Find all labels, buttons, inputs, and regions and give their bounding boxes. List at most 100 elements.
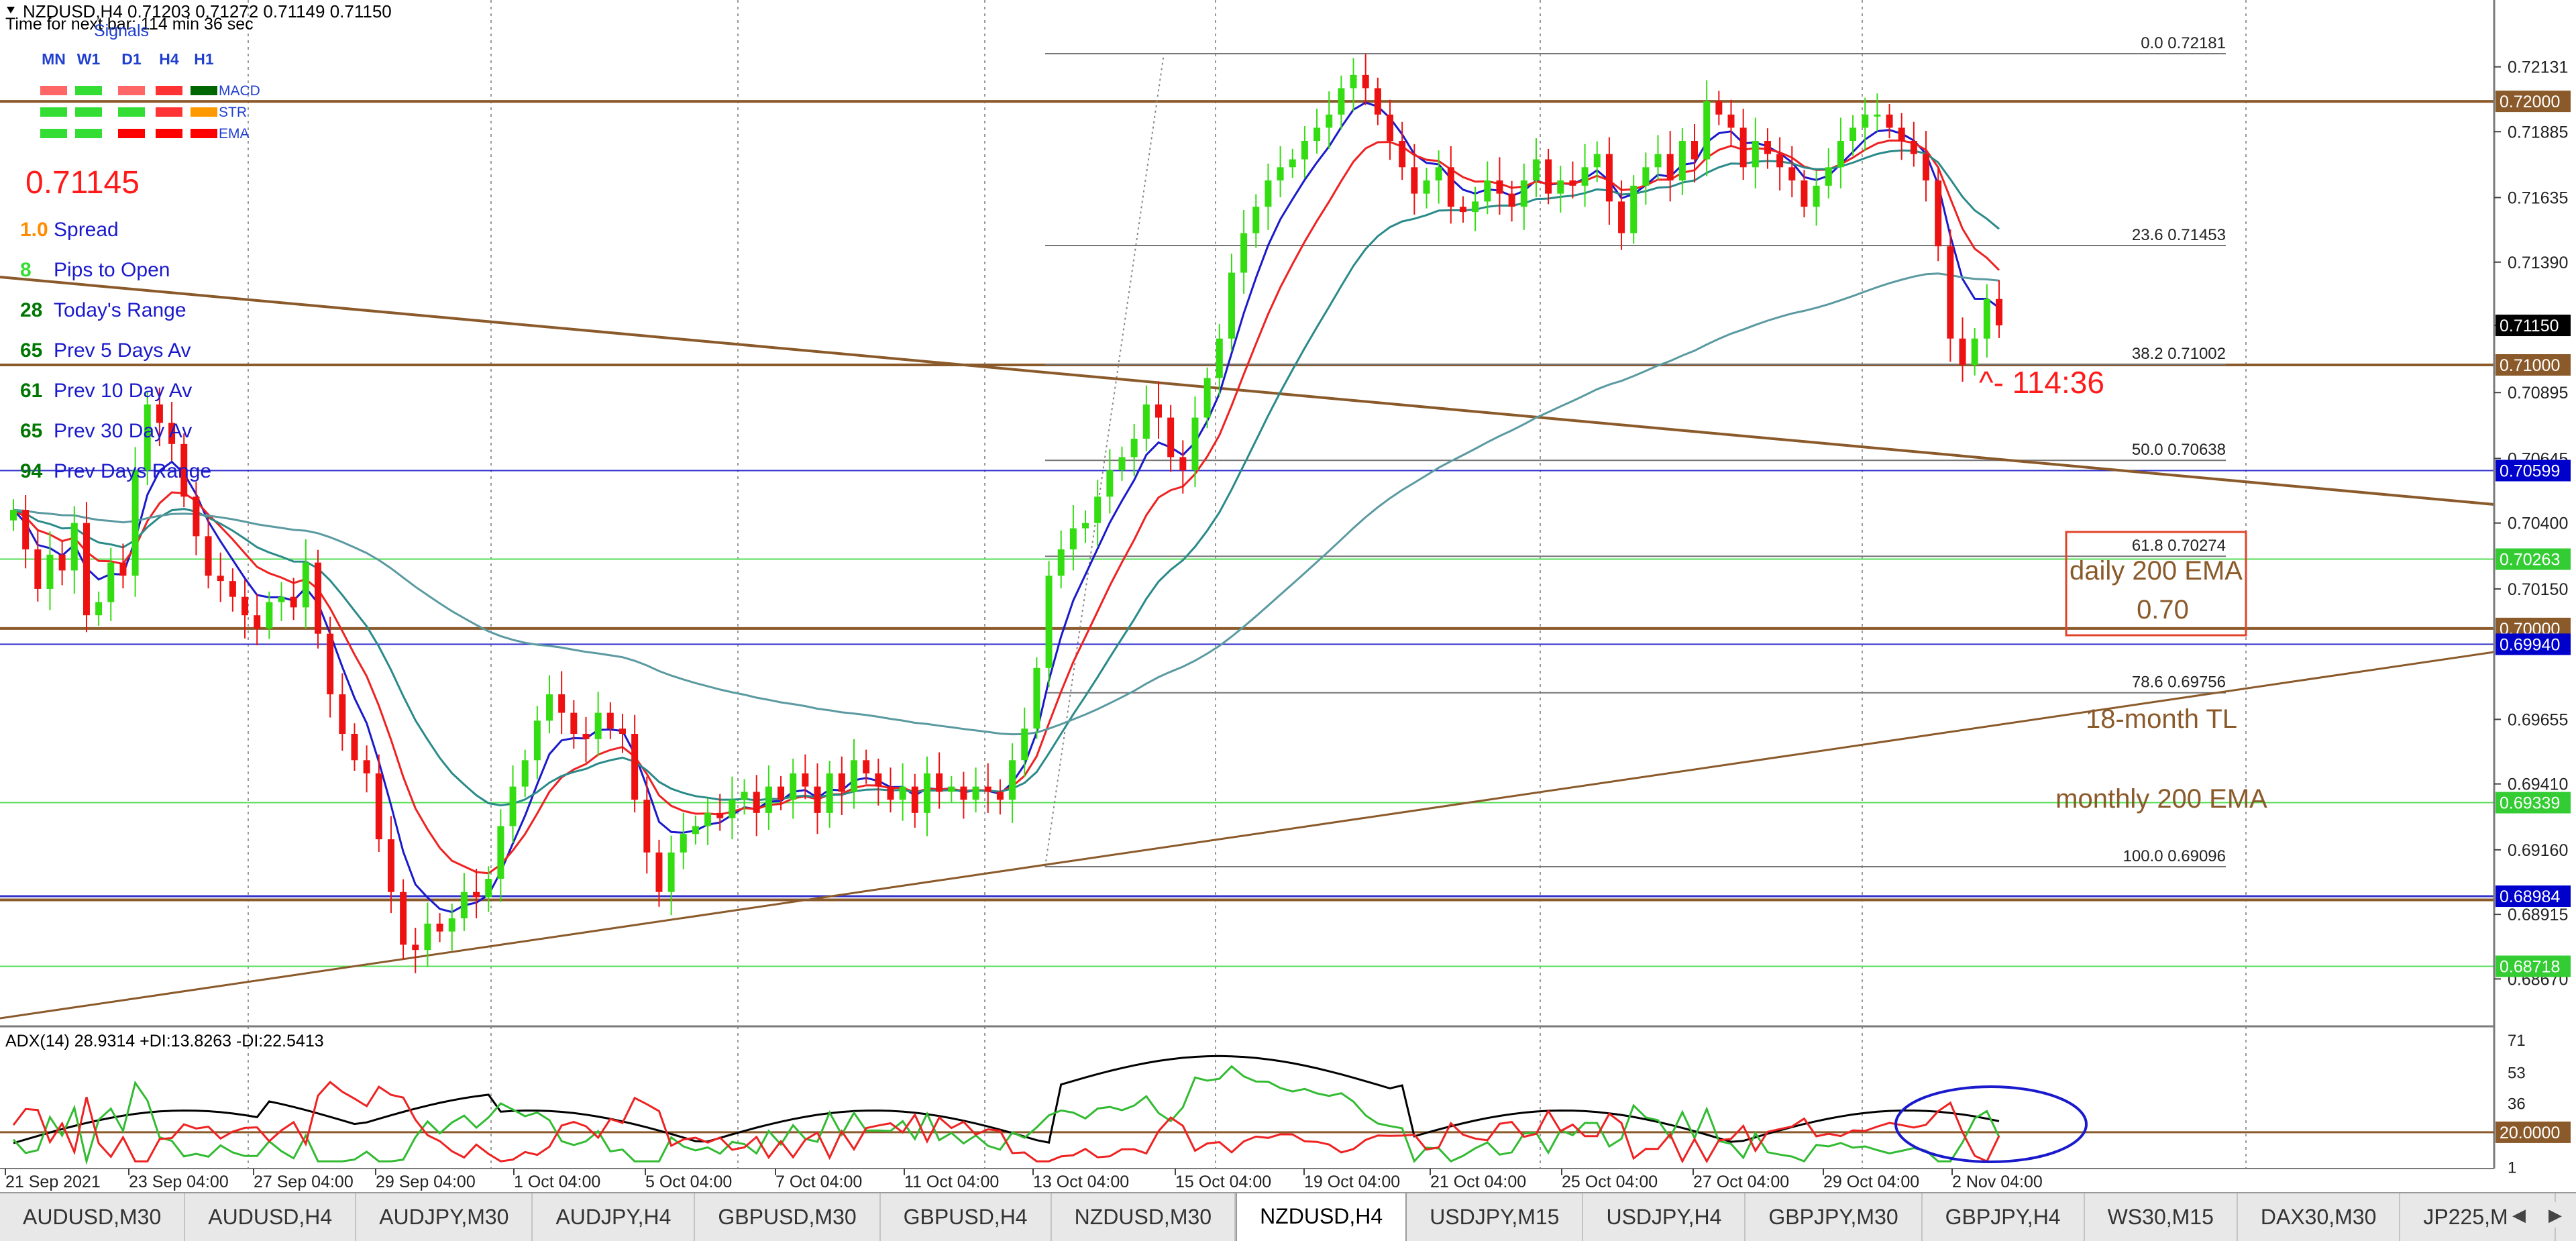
time-tick-label: 21 Oct 04:00 bbox=[1430, 1173, 1526, 1191]
time-tick-label: 5 Oct 04:00 bbox=[645, 1173, 732, 1191]
candle-body bbox=[1849, 127, 1857, 142]
candle-body bbox=[509, 786, 517, 826]
signal-cell bbox=[156, 107, 182, 117]
candle-body bbox=[180, 443, 188, 497]
candle-body bbox=[1447, 167, 1454, 207]
candle-body bbox=[1654, 154, 1662, 168]
signal-cell bbox=[191, 107, 217, 117]
descending-trendline bbox=[0, 276, 2494, 506]
stats-panel: 1.0 Spread 8 Pips to Open 28 Today's Range 65 P… bbox=[20, 219, 211, 482]
daily-ema-label: daily 200 EMA bbox=[2070, 556, 2243, 586]
candle-body bbox=[1496, 180, 1503, 194]
timeframe-label: W1 bbox=[77, 50, 101, 68]
price-tick-label: 0.70400 bbox=[2508, 515, 2568, 533]
candle-body bbox=[241, 596, 249, 616]
candle-body bbox=[1898, 127, 1905, 142]
price-tick-label: 0.72131 bbox=[2508, 58, 2568, 77]
candle-body bbox=[1009, 760, 1016, 800]
chart-tab[interactable]: USDJPY,M15 bbox=[1407, 1193, 1584, 1241]
tabs-left-arrow-icon[interactable]: ◀ bbox=[2506, 1202, 2532, 1228]
chart-tab[interactable]: USDJPY,H4 bbox=[1583, 1193, 1746, 1241]
chart-tab[interactable]: NZDUSD,H4 bbox=[1236, 1193, 1407, 1241]
stat-value: 61 bbox=[20, 380, 42, 402]
time-tick-label: 1 Oct 04:00 bbox=[514, 1173, 600, 1191]
collapse-triangle-icon[interactable] bbox=[7, 7, 15, 13]
chart-tab[interactable]: GBPUSD,M30 bbox=[695, 1193, 881, 1241]
candle-body bbox=[1678, 141, 1686, 180]
stat-value: 65 bbox=[20, 420, 42, 442]
candle-body bbox=[1703, 101, 1711, 160]
chart-tab[interactable]: AUDJPY,M30 bbox=[356, 1193, 533, 1241]
candle-body bbox=[1374, 88, 1381, 115]
candle-body bbox=[1630, 185, 1638, 233]
candle-body bbox=[375, 773, 382, 840]
timeframe-label: H4 bbox=[159, 50, 179, 68]
candle-body bbox=[400, 892, 407, 945]
price-axis: 0.72131 0.71885 0.71635 0.71390 0.71150 0.708… bbox=[2494, 58, 2571, 989]
candle-body bbox=[887, 786, 894, 800]
candle-body bbox=[1203, 378, 1211, 418]
next-bar-timer: Time for next bar: 114 min 36 sec bbox=[5, 15, 254, 34]
candle-body bbox=[1021, 729, 1028, 761]
candle-body bbox=[1532, 159, 1540, 180]
candle-body bbox=[570, 712, 578, 734]
price-marker-label: 0.70599 bbox=[2500, 462, 2560, 481]
chart-tab[interactable]: GBPJPY,M30 bbox=[1746, 1193, 1923, 1241]
signal-cell bbox=[75, 107, 102, 117]
chart-tab[interactable]: GBPUSD,H4 bbox=[881, 1193, 1052, 1241]
adx-level-marker bbox=[2496, 1121, 2571, 1143]
candle-body bbox=[363, 760, 370, 773]
signal-cell bbox=[40, 86, 67, 95]
candle-body bbox=[387, 839, 394, 892]
candle-body bbox=[619, 729, 626, 734]
candle-body bbox=[1971, 338, 1978, 365]
chart-tab[interactable]: GBPJPY,H4 bbox=[1923, 1193, 2085, 1241]
candle-body bbox=[254, 615, 261, 629]
candle-body bbox=[327, 633, 334, 695]
chart-tab[interactable]: NZDUSD,M30 bbox=[1052, 1193, 1236, 1241]
signals-panel: MN W1 D1 H4 H1 MACD STR EMA bbox=[40, 50, 260, 142]
chart-tab[interactable]: WS30,M15 bbox=[2085, 1193, 2238, 1241]
price-chart[interactable]: 0.0 0.72181 23.6 0.71453 38.2 0.71002 50.0 … bbox=[0, 0, 2576, 1192]
fib-level-label: 23.6 0.71453 bbox=[2132, 226, 2226, 244]
time-tick-label: 23 Sep 04:00 bbox=[129, 1173, 229, 1191]
candles bbox=[10, 54, 2002, 973]
adx-tick-label: 1 bbox=[2508, 1158, 2516, 1177]
candle-body bbox=[22, 510, 30, 549]
candle-body bbox=[10, 510, 17, 521]
fib-level-label: 0.0 0.72181 bbox=[2141, 34, 2226, 52]
stat-value: 1.0 bbox=[20, 219, 48, 241]
candle-body bbox=[1947, 246, 1954, 339]
price-marker bbox=[2496, 354, 2571, 376]
time-axis: 21 Sep 2021 23 Sep 04:00 27 Sep 04:00 29 Se… bbox=[5, 1169, 2043, 1191]
candle-body bbox=[1228, 272, 1235, 339]
candle-body bbox=[546, 694, 553, 721]
candle-body bbox=[1094, 496, 1102, 523]
candle-body bbox=[1691, 141, 1699, 160]
chart-tab[interactable]: AUDUSD,M30 bbox=[0, 1193, 186, 1241]
candle-body bbox=[680, 834, 687, 853]
candle-body bbox=[1727, 114, 1735, 128]
chart-tab[interactable]: AUDUSD,H4 bbox=[185, 1193, 357, 1241]
tabs-right-arrow-icon[interactable]: ▶ bbox=[2542, 1202, 2568, 1228]
candle-body bbox=[1252, 207, 1260, 233]
candle-body bbox=[1484, 180, 1491, 202]
signal-cell bbox=[40, 129, 67, 138]
chart-tab[interactable]: JP225,M15 bbox=[2400, 1193, 2557, 1241]
candle-body bbox=[875, 773, 882, 787]
candle-body bbox=[1593, 154, 1601, 168]
candle-body bbox=[302, 562, 309, 608]
candle-body bbox=[996, 792, 1004, 800]
adx-label: ADX(14) 28.9314 +DI:13.8263 -DI:22.5413 bbox=[5, 1032, 324, 1050]
candle-body bbox=[655, 852, 663, 892]
price-marker-label: 0.71000 bbox=[2500, 356, 2560, 375]
candle-body bbox=[156, 404, 163, 423]
candle-body bbox=[1423, 180, 1430, 194]
daily-ema-value: 0.70 bbox=[2137, 595, 2189, 625]
candle-body bbox=[473, 892, 480, 898]
candle-body bbox=[217, 576, 224, 582]
chart-tab[interactable]: AUDJPY,H4 bbox=[533, 1193, 696, 1241]
chart-tab[interactable]: DAX30,M30 bbox=[2238, 1193, 2401, 1241]
candle-body bbox=[899, 786, 906, 800]
candle-body bbox=[1191, 417, 1199, 471]
